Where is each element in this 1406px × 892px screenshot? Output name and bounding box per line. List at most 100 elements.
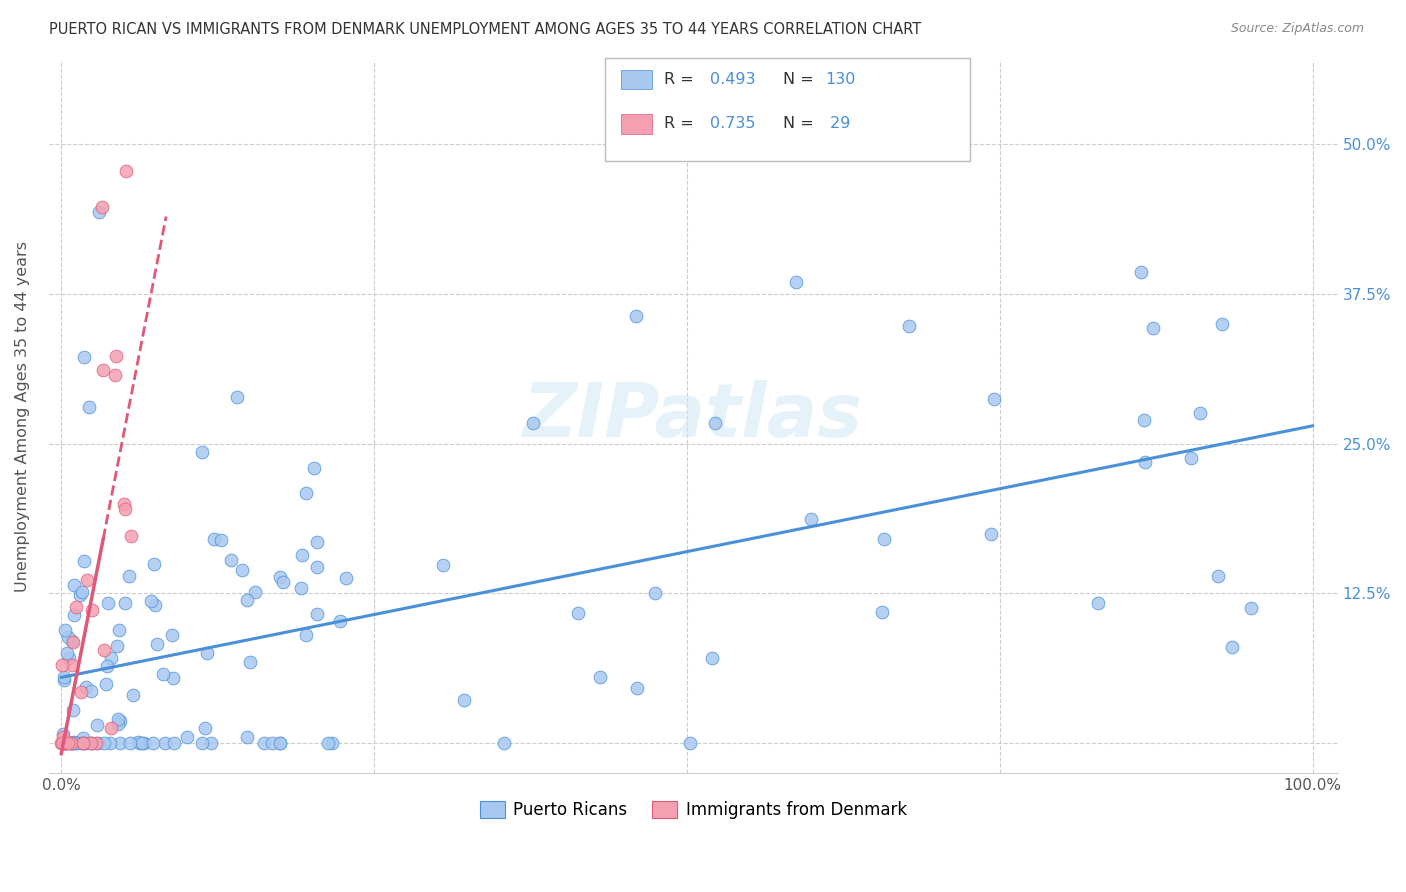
Point <box>432 558 454 572</box>
Point <box>62 703 84 717</box>
Point <box>127 734 149 748</box>
Point <box>626 310 648 324</box>
Point <box>305 534 328 549</box>
Point <box>176 730 198 744</box>
Y-axis label: Unemployment Among Ages 35 to 44 years: Unemployment Among Ages 35 to 44 years <box>15 241 30 592</box>
Point <box>316 736 339 750</box>
Point <box>146 637 169 651</box>
Point <box>76 573 98 587</box>
Point <box>679 736 702 750</box>
Point <box>65 599 87 614</box>
Point <box>72 736 94 750</box>
Text: R =: R = <box>664 117 699 131</box>
Point <box>120 529 142 543</box>
Point <box>107 712 129 726</box>
Point <box>132 736 155 750</box>
Point <box>79 683 101 698</box>
Point <box>77 400 100 414</box>
Point <box>65 736 87 750</box>
Point <box>105 349 128 363</box>
Point <box>79 736 101 750</box>
Point <box>59 736 82 750</box>
Point <box>589 669 612 683</box>
Point <box>114 596 136 610</box>
Point <box>98 736 121 750</box>
Point <box>269 736 291 750</box>
Point <box>53 670 76 684</box>
Point <box>118 568 141 582</box>
Point <box>80 736 103 750</box>
Point <box>59 736 82 750</box>
Point <box>89 205 111 219</box>
Point <box>980 527 1002 541</box>
Point <box>162 736 184 750</box>
Point <box>1240 601 1263 615</box>
Point <box>305 560 328 574</box>
Point <box>114 163 136 178</box>
Point <box>162 671 184 685</box>
Text: N =: N = <box>783 117 820 131</box>
Point <box>190 445 212 459</box>
Point <box>100 721 122 735</box>
Point <box>73 554 96 568</box>
Point <box>63 735 86 749</box>
Point <box>56 630 79 644</box>
Point <box>236 731 259 745</box>
Point <box>1129 265 1152 279</box>
Point <box>160 628 183 642</box>
Point <box>110 714 132 728</box>
Point <box>93 736 115 750</box>
Point <box>307 607 329 621</box>
Point <box>1087 596 1109 610</box>
Point <box>55 736 77 750</box>
Point <box>142 736 165 750</box>
Point <box>51 657 73 672</box>
Point <box>63 736 86 750</box>
Point <box>63 578 86 592</box>
Point <box>53 673 76 688</box>
Point <box>269 570 291 584</box>
Point <box>194 722 217 736</box>
Point <box>329 614 352 628</box>
Point <box>69 588 91 602</box>
Point <box>56 736 79 750</box>
Point <box>142 557 165 571</box>
Point <box>51 736 73 750</box>
Point <box>219 553 242 567</box>
Text: R =: R = <box>664 72 699 87</box>
Point <box>262 736 284 750</box>
Point <box>153 736 176 750</box>
Point <box>52 731 75 745</box>
Point <box>1180 451 1202 466</box>
Point <box>231 563 253 577</box>
Point <box>202 532 225 546</box>
Point <box>55 736 77 750</box>
Point <box>236 593 259 607</box>
Text: PUERTO RICAN VS IMMIGRANTS FROM DENMARK UNEMPLOYMENT AMONG AGES 35 TO 44 YEARS C: PUERTO RICAN VS IMMIGRANTS FROM DENMARK … <box>49 22 921 37</box>
Point <box>97 596 120 610</box>
Point <box>72 731 94 745</box>
Text: 0.735: 0.735 <box>710 117 755 131</box>
Point <box>290 581 312 595</box>
Point <box>63 736 86 750</box>
Point <box>60 736 83 750</box>
Point <box>107 639 129 653</box>
Point <box>96 658 118 673</box>
Point <box>273 575 295 590</box>
Legend: Puerto Ricans, Immigrants from Denmark: Puerto Ricans, Immigrants from Denmark <box>472 794 914 826</box>
Point <box>1133 413 1156 427</box>
Point <box>128 736 150 750</box>
Point <box>302 460 325 475</box>
Point <box>291 548 314 562</box>
Point <box>122 688 145 702</box>
Point <box>86 718 108 732</box>
Point <box>60 736 83 750</box>
Point <box>898 319 921 334</box>
Point <box>60 634 83 648</box>
Text: 29: 29 <box>825 117 851 131</box>
Point <box>100 650 122 665</box>
Point <box>70 736 93 750</box>
Point <box>91 200 114 214</box>
Point <box>58 651 80 665</box>
Point <box>51 736 73 750</box>
